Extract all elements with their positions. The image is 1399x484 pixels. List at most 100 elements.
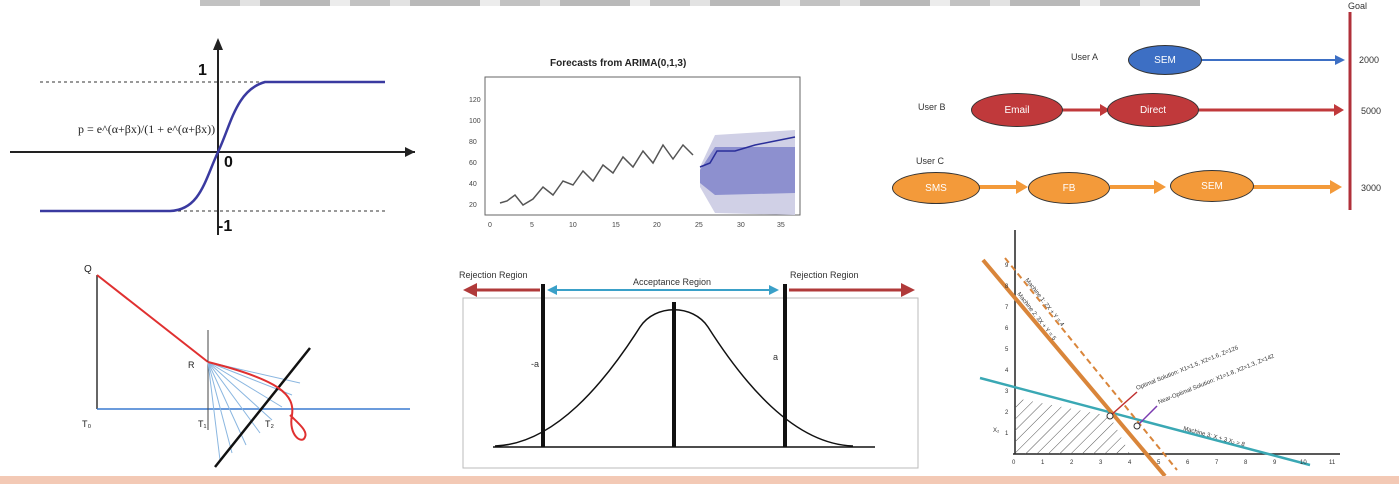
logistic-formula: p = e^(α+βx)/(1 + e^(α+βx)) — [78, 122, 216, 136]
bottom-bar — [0, 476, 1399, 484]
svg-text:60: 60 — [469, 160, 477, 167]
svg-text:7: 7 — [1005, 305, 1009, 311]
svg-text:120: 120 — [469, 97, 481, 104]
hypothesis-panel: -a a Rejection Region Acceptance Region … — [455, 262, 925, 474]
svg-text:15: 15 — [612, 222, 620, 229]
svg-text:20: 20 — [653, 222, 661, 229]
label-one: 1 — [198, 62, 207, 79]
x-ticks: 0 5 10 15 20 25 30 35 — [488, 222, 785, 229]
svg-text:9: 9 — [1005, 263, 1009, 269]
svg-text:25: 25 — [695, 222, 703, 229]
logistic-curve-svg — [10, 38, 415, 235]
svg-text:20: 20 — [469, 202, 477, 209]
sigmoid-curve — [40, 80, 385, 213]
user-c-arrowhead-1 — [1016, 180, 1028, 194]
user-c-node-fb: FB — [1028, 172, 1110, 204]
svg-text:5: 5 — [1157, 460, 1161, 466]
svg-text:4: 4 — [1128, 460, 1132, 466]
lp-panel: 1 2 3 4 5 6 7 8 9 0 1 2 3 4 5 6 7 8 9 10… — [965, 220, 1399, 476]
label-zero: 0 — [224, 154, 233, 171]
near-optimal-pointer — [1136, 405, 1158, 427]
svg-text:7: 7 — [1215, 460, 1219, 466]
svg-text:8: 8 — [1005, 284, 1009, 290]
forecast-panel: Forecasts from ARIMA(0,1,3) 20 40 60 80 … — [455, 55, 815, 235]
optimal-annotation: Optimal Solution: X1=1.5, X2=1.6, Z=126 — [1136, 345, 1240, 392]
svg-text:a: a — [773, 352, 778, 362]
optimal-point — [1106, 412, 1114, 420]
svg-text:1: 1 — [1041, 460, 1045, 466]
figure-frame — [462, 297, 919, 469]
logistic-curve-panel: p = e^(α+βx)/(1 + e^(α+βx)) 1 0 -1 — [0, 30, 430, 240]
machine-3-line — [979, 376, 1311, 467]
user-c-node-sms: SMS — [892, 172, 980, 204]
machine-2-annotation: Machine 2: 3X + Y = 5 — [1015, 292, 1057, 343]
attribution-panel: Goal User A SEM 2000 User B Email Direct… — [880, 0, 1399, 240]
svg-text:6: 6 — [1186, 460, 1190, 466]
feasible-region — [1015, 398, 1130, 454]
near-optimal-annotation: Near-Optimal Solution: X1=1.8, X2=1.3, Z… — [1158, 353, 1276, 405]
svg-text:5: 5 — [1005, 347, 1009, 353]
user-c-node-sem: SEM — [1170, 170, 1254, 202]
svg-text:30: 30 — [737, 222, 745, 229]
acceptance-arrowhead-left — [547, 285, 557, 295]
svg-text:1: 1 — [1005, 431, 1009, 437]
y-ticks: 20 40 60 80 100 120 — [469, 97, 481, 209]
lp-y-label: X₂ — [993, 428, 1000, 434]
svg-text:2: 2 — [1005, 410, 1009, 416]
machine-3-annotation: Machine 3: X + 3 X₂ = 8 — [1182, 426, 1245, 448]
svg-text:10: 10 — [1300, 460, 1307, 466]
svg-text:10: 10 — [569, 222, 577, 229]
optimal-pointer — [1109, 391, 1138, 417]
user-a-node-sem: SEM — [1128, 45, 1202, 75]
y-axis-arrow — [213, 38, 223, 50]
diagonal-line — [214, 347, 311, 468]
attribution-svg — [978, 12, 1352, 210]
incident-line — [96, 274, 209, 363]
acceptance-label: Acceptance Region — [633, 277, 712, 287]
observed-series — [499, 143, 694, 206]
svg-text:0: 0 — [1012, 460, 1016, 466]
ci80-band — [700, 147, 795, 195]
user-b-arrowhead-1 — [1100, 104, 1110, 116]
lp-y-ticks: 1 2 3 4 5 6 7 8 9 — [1005, 263, 1009, 437]
svg-text:-a: -a — [531, 359, 539, 369]
svg-text:9: 9 — [1273, 460, 1277, 466]
machine-2-line — [981, 258, 1167, 476]
reflected-curve — [207, 361, 307, 441]
svg-text:T₁: T₁ — [198, 419, 207, 429]
user-a-arrowhead — [1335, 55, 1345, 65]
user-b-arrowhead-2 — [1334, 104, 1344, 116]
goal-label: Goal — [1348, 1, 1368, 11]
lp-x-ticks: 0 1 2 3 4 5 6 7 8 9 10 11 — [1012, 460, 1336, 466]
user-b-value: 5000 — [1361, 106, 1382, 116]
svg-text:0: 0 — [488, 222, 492, 229]
machine-1-line — [1004, 257, 1178, 471]
rejection-left-label: Rejection Region — [459, 270, 528, 280]
user-b-node-direct: Direct — [1107, 93, 1199, 127]
user-c-arrowhead-3 — [1330, 180, 1342, 194]
x-axis-arrow — [405, 147, 415, 157]
svg-text:100: 100 — [469, 118, 481, 125]
label-neg-one: -1 — [218, 218, 233, 235]
svg-text:2: 2 — [1070, 460, 1074, 466]
svg-text:T₀: T₀ — [82, 419, 91, 429]
svg-text:80: 80 — [469, 139, 477, 146]
svg-text:35: 35 — [777, 222, 785, 229]
svg-text:6: 6 — [1005, 326, 1009, 332]
rejection-right-label: Rejection Region — [790, 270, 859, 280]
normal-curve — [494, 309, 854, 447]
svg-text:11: 11 — [1329, 460, 1336, 466]
forecast-chart: 20 40 60 80 100 120 0 5 10 15 20 25 30 3… — [469, 76, 801, 229]
svg-text:4: 4 — [1005, 368, 1009, 374]
user-c-value: 3000 — [1361, 183, 1382, 193]
user-c-label: User C — [916, 156, 945, 166]
reflection-panel: Q R T₀ T₁ T₂ — [70, 255, 420, 475]
svg-text:3: 3 — [1005, 389, 1009, 395]
svg-text:8: 8 — [1244, 460, 1248, 466]
svg-text:Q: Q — [84, 264, 92, 275]
right-rejection-arrowhead — [901, 283, 915, 297]
svg-text:R: R — [188, 360, 195, 370]
point-forecast — [699, 136, 796, 168]
hypothesis-svg: -a a — [462, 283, 919, 469]
svg-text:3: 3 — [1099, 460, 1103, 466]
